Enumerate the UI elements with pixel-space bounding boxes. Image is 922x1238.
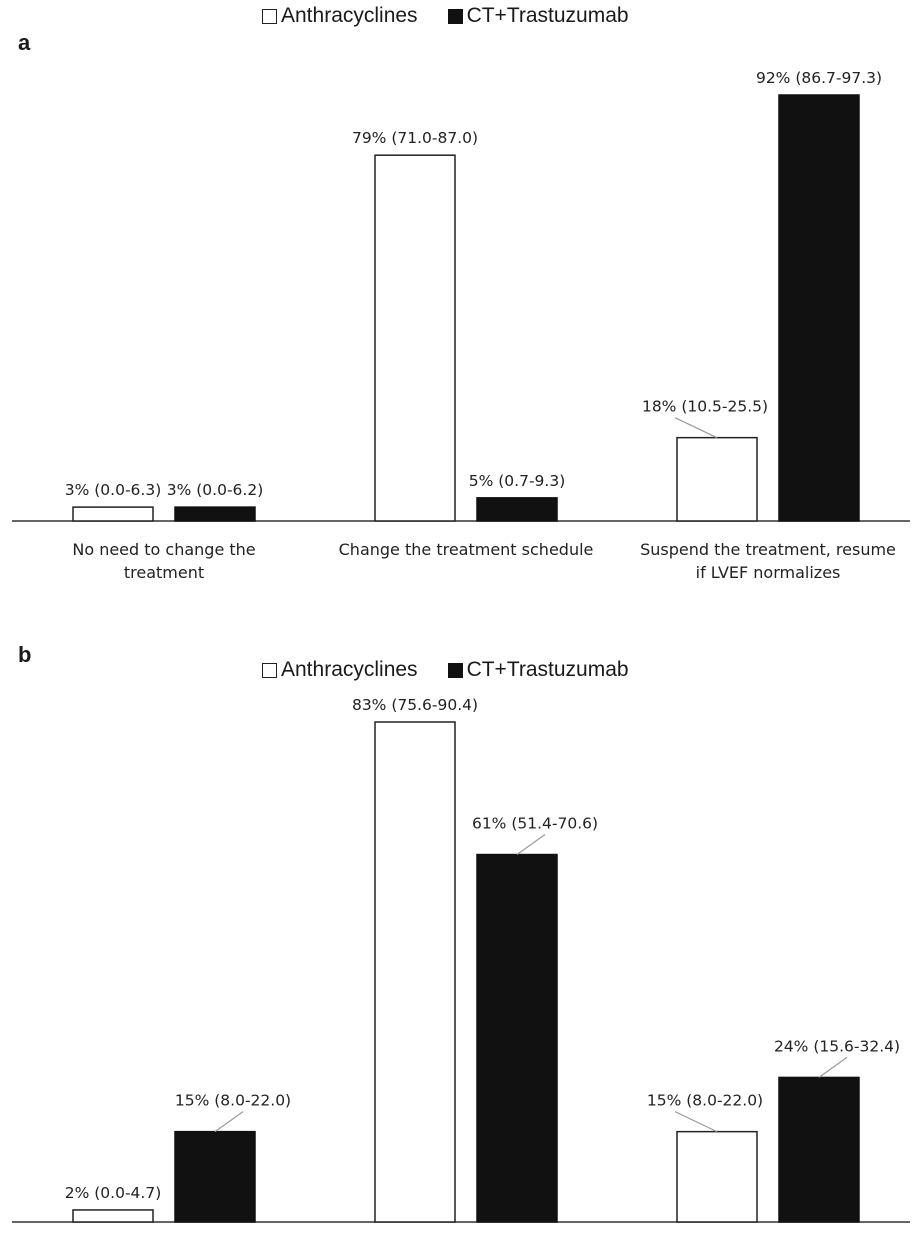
label-leader-line [818, 1056, 848, 1078]
legend-b: Anthracyclines CT+Trastuzumab [262, 658, 659, 682]
label-leader-line [674, 417, 718, 439]
bar-chart-b: 2% (0.0-4.7)15% (8.0-22.0)No need to cha… [12, 696, 910, 1223]
data-label: 3% (0.0-6.2) [167, 481, 264, 499]
data-label: 79% (71.0-87.0) [352, 129, 478, 147]
data-label: 5% (0.7-9.3) [469, 472, 566, 490]
bar-ct-trastuzumab [174, 1130, 256, 1223]
legend-label-anthracyclines: Anthracyclines [281, 4, 418, 27]
legend-a: Anthracyclines CT+Trastuzumab [262, 4, 659, 28]
data-label: 24% (15.6-32.4) [774, 1037, 900, 1055]
legend-label-ct-trastuzumab: CT+Trastuzumab [466, 658, 629, 681]
legend-label-ct-trastuzumab: CT+Trastuzumab [466, 4, 629, 27]
panel-label-b: b [18, 642, 32, 667]
data-label: 92% (86.7-97.3) [756, 69, 882, 87]
bar-ct-trastuzumab [476, 497, 558, 522]
label-leader-line [214, 1111, 244, 1133]
bar-anthracyclines [72, 1209, 154, 1223]
bar-anthracyclines [676, 1130, 758, 1223]
legend-item-anthracyclines: Anthracyclines [262, 658, 418, 682]
bar-chart-a: 3% (0.0-6.3) 3% (0.0-6.2) No need to chang… [12, 69, 910, 582]
chart-panel-b: b Anthracyclines CT+Trastuzumab 2% (0.0-… [0, 612, 922, 1238]
data-label: 18% (10.5-25.5) [642, 398, 768, 416]
data-label: 3% (0.0-6.3) [65, 481, 162, 499]
data-label: 61% (51.4-70.6) [472, 815, 598, 833]
legend-item-ct-trastuzumab: CT+Trastuzumab [447, 658, 629, 682]
category-label: treatment [124, 563, 204, 582]
data-label: 83% (75.6-90.4) [352, 696, 478, 714]
label-leader-line [516, 834, 546, 856]
legend-item-anthracyclines: Anthracyclines [262, 4, 418, 28]
data-label: 15% (8.0-22.0) [175, 1092, 291, 1110]
legend-item-ct-trastuzumab: CT+Trastuzumab [447, 4, 629, 28]
category-label: Suspend the treatment, resume [640, 540, 896, 559]
bar-anthracyclines [676, 436, 758, 522]
legend-swatch-filled [447, 8, 463, 24]
bar-ct-trastuzumab [778, 94, 860, 522]
chart-panel-a: a Anthracyclines CT+Trastuzumab 3% (0.0-… [0, 0, 922, 612]
legend-swatch-open [262, 662, 277, 678]
category-label: if LVEF normalizes [696, 563, 841, 582]
label-leader-line [674, 1111, 718, 1133]
bar-anthracyclines [374, 721, 456, 1223]
bar-anthracyclines [72, 506, 154, 522]
legend-swatch-open [262, 8, 277, 24]
data-label: 2% (0.0-4.7) [65, 1184, 162, 1202]
panel-label-a: a [18, 30, 31, 55]
bar-ct-trastuzumab [174, 506, 256, 522]
bar-ct-trastuzumab [778, 1076, 860, 1223]
category-label: No need to change the [72, 540, 255, 559]
bar-anthracyclines [374, 154, 456, 522]
legend-swatch-filled [447, 662, 463, 678]
category-label: Change the treatment schedule [339, 540, 594, 559]
data-label: 15% (8.0-22.0) [647, 1092, 763, 1110]
bar-ct-trastuzumab [476, 853, 558, 1223]
legend-label-anthracyclines: Anthracyclines [281, 658, 418, 681]
